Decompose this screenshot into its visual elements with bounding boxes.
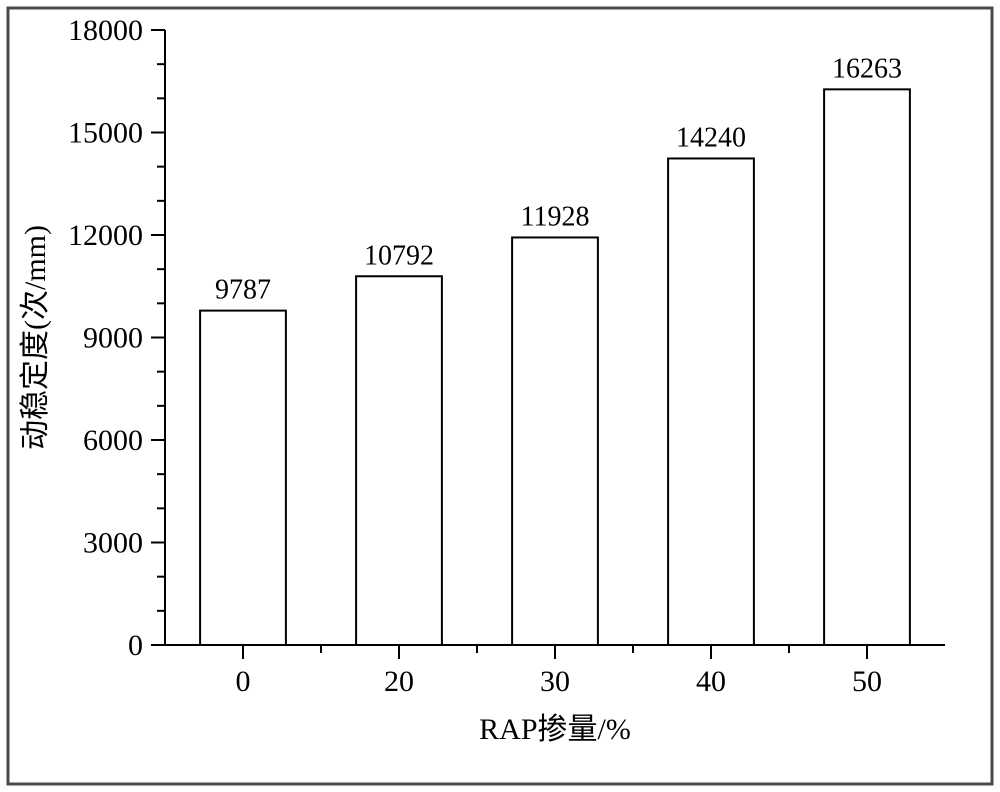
chart-container: 0 3000 6000 9000 12000 15000 18000 9787 0 10792 20… — [0, 0, 1000, 792]
y-tick-label: 0 — [128, 629, 143, 662]
y-axis-title: 动稳定度(次/mm) — [19, 225, 52, 450]
y-tick-label: 18000 — [68, 14, 143, 47]
bar — [356, 276, 442, 645]
x-tick-label: 0 — [236, 665, 251, 698]
bar-value-label: 14240 — [676, 122, 746, 153]
x-tick-label: 20 — [384, 665, 414, 698]
bar-chart: 0 3000 6000 9000 12000 15000 18000 9787 0 10792 20… — [0, 0, 1000, 792]
bar — [200, 311, 286, 645]
x-axis-title: RAP掺量/% — [479, 713, 631, 746]
y-tick-label: 12000 — [68, 219, 143, 252]
x-tick-label: 40 — [696, 665, 726, 698]
y-tick-label: 3000 — [83, 527, 143, 560]
bar — [512, 237, 598, 645]
bar-value-label: 9787 — [215, 275, 271, 306]
bar-value-label: 11928 — [521, 201, 590, 232]
y-tick-label: 6000 — [83, 424, 143, 457]
x-tick-label: 30 — [540, 665, 570, 698]
bar-value-label: 10792 — [364, 240, 434, 271]
bar — [668, 158, 754, 645]
y-tick-label: 15000 — [68, 117, 143, 150]
y-tick-label: 9000 — [83, 322, 143, 355]
x-tick-label: 50 — [852, 665, 882, 698]
bar-value-label: 16263 — [832, 53, 902, 84]
bar — [824, 89, 910, 645]
